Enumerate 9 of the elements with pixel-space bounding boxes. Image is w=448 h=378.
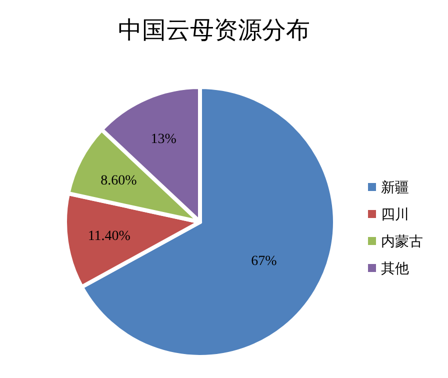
chart-title: 中国云母资源分布	[118, 16, 310, 44]
data-label: 13%	[150, 132, 177, 147]
legend-label: 新疆	[381, 180, 409, 196]
data-label: 11.40%	[88, 229, 131, 244]
legend-label: 其他	[381, 261, 409, 277]
data-label: 8.60%	[100, 173, 138, 188]
data-label: 67%	[251, 254, 278, 269]
legend-label: 四川	[381, 207, 409, 223]
legend-label: 内蒙古	[381, 234, 423, 250]
